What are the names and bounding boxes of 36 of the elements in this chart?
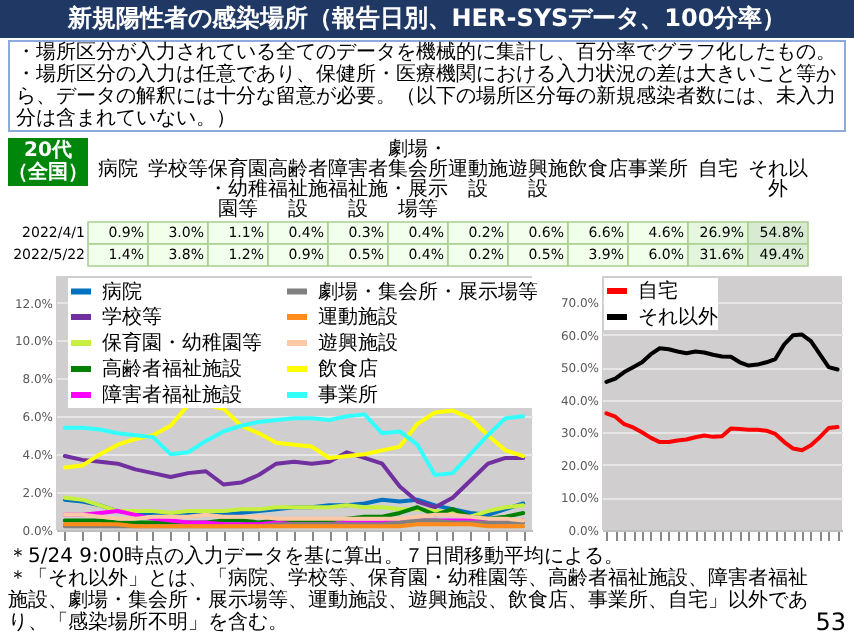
text: ＊5/24 9:00時点の入力データを基に算出。７日間移動平均による。 xyxy=(8,546,625,568)
text: ・場所区分の入力は任意であり、保健所・医療機関における入力状況の差は大きいこと等から、データの解釈には十分な留意が必要。（以下の場所区分毎の新規感染者数には、未入力分は含まれていない。） xyxy=(16,64,838,130)
legend-label: それ以外 xyxy=(638,305,718,329)
x-tick-label: 病院 xyxy=(98,157,138,181)
x-tick-label: 自宅 xyxy=(698,157,738,181)
line-series xyxy=(62,450,526,510)
legend-label: 運動施設 xyxy=(318,305,398,329)
x-tick-label: 保育園・幼稚園等 xyxy=(208,157,268,221)
legend-label: 事業所 xyxy=(318,383,378,407)
x-tick-label: それ以外 xyxy=(748,157,808,201)
x-tick-label: 劇場・集会所・展示場等 xyxy=(388,137,448,221)
legend-label: 自宅 xyxy=(638,279,678,303)
line-series xyxy=(604,411,840,453)
line-series xyxy=(62,402,526,470)
text: 20代（全国） xyxy=(8,138,88,186)
chart-subtitle: ・場所区分が入力されている全てのデータを機械的に集計し、百分率でグラフ化したもの。 xyxy=(16,42,838,64)
chart-title: 新規陽性者の感染場所（報告日別、HER-SYSデータ、100分率） xyxy=(0,0,854,38)
legend-label: 高齢者福祉施設 xyxy=(102,357,242,381)
x-tick-label: 運動施設 xyxy=(448,157,508,201)
x-tick-label: 遊興施設 xyxy=(508,157,568,201)
x-tick-label: 学校等 xyxy=(148,157,208,181)
legend-label: 遊興施設 xyxy=(318,331,398,355)
legend-label: 学校等 xyxy=(102,305,162,329)
legend-label: 保育園・幼稚園等 xyxy=(102,331,262,355)
legend-label: 病院 xyxy=(102,279,142,304)
x-tick-label: 飲食店 xyxy=(568,157,628,181)
line-series xyxy=(62,412,526,478)
legend-label: 障害者福祉施設 xyxy=(102,383,242,407)
x-tick-label: 障害者福祉施設 xyxy=(328,157,388,221)
x-tick-label: 事業所 xyxy=(628,157,688,181)
text: ＊「それ以外」とは、「病院、学校等、保育園・幼稚園等、高齢者福祉施設、障害者福祉施設、劇場・集会所・展示場等、運動施設、遊興施設、飲食店、事業所、自宅」以外であり、「感染場所不明」を含む。 xyxy=(8,568,808,634)
line-series xyxy=(604,332,840,384)
legend-label: 飲食店 xyxy=(318,357,378,381)
legend-label: 劇場・集会所・展示場等 xyxy=(318,279,538,304)
text: 53 xyxy=(815,608,846,636)
x-tick-label: 高齢者福祉施設 xyxy=(268,157,328,221)
